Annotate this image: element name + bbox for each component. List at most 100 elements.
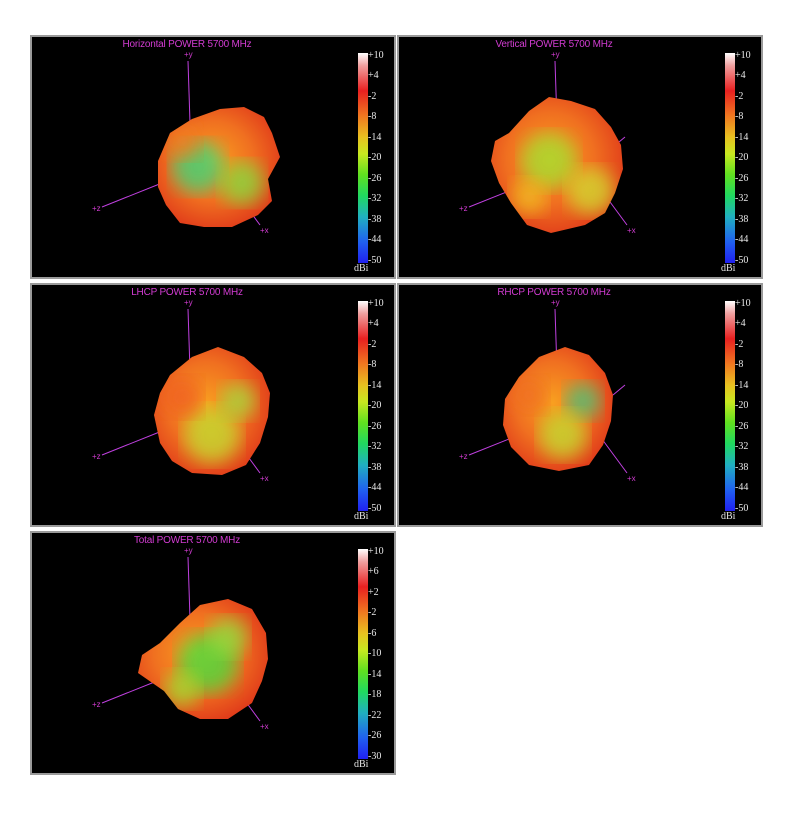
color-scale-bar (358, 53, 368, 263)
x-axis-back-line (612, 384, 626, 396)
color-scale-bar (358, 301, 368, 511)
scale-tick-label: -10 (368, 648, 382, 659)
scale-tick-label: -14 (368, 380, 382, 391)
scale-tick-label: -18 (368, 689, 382, 700)
chart-title: LHCP POWER 5700 MHz (131, 287, 243, 298)
scale-tick-label: -20 (735, 400, 749, 411)
scale-tick-label: +6 (368, 566, 379, 577)
scale-tick-label: -32 (735, 193, 749, 204)
scale-tick-label: +4 (368, 318, 379, 329)
pattern-spot (220, 161, 264, 205)
axis-label-y: +y (184, 50, 193, 59)
scale-tick-label: -44 (735, 234, 749, 245)
chart-title: Total POWER 5700 MHz (133, 535, 241, 546)
scale-unit: dBi (354, 263, 369, 274)
axis-label-x: +x (260, 474, 269, 483)
axis-label-y: +y (184, 298, 193, 307)
pattern-plot: +y +z +x (459, 298, 636, 483)
pattern-panel: +y +z +x Vertical POWER 5700 MHz dBi +10… (397, 35, 763, 279)
axis-label-z: +z (92, 700, 101, 709)
chart-title: Vertical POWER 5700 MHz (495, 39, 613, 50)
pattern-plot: +y +z +x (92, 50, 280, 235)
pattern-spot (208, 617, 248, 657)
scale-tick-label: -8 (735, 111, 744, 122)
scale-tick-label: -26 (368, 421, 382, 432)
scale-tick-label: -8 (368, 111, 377, 122)
scale-tick-label: -50 (735, 503, 749, 514)
scale-tick-label: -26 (735, 421, 749, 432)
scale-tick-label: +4 (735, 318, 746, 329)
scale-tick-label: -2 (368, 607, 377, 618)
scale-tick-label: -22 (368, 710, 382, 721)
scale-tick-label: -44 (735, 482, 749, 493)
scale-tick-label: -38 (368, 462, 382, 473)
scale-unit: dBi (354, 759, 369, 770)
pattern-panel: +y +z +x Horizontal POWER 5700 MHz dBi +… (30, 35, 396, 279)
scale-unit: dBi (354, 511, 369, 522)
scale-tick-label: -44 (368, 482, 382, 493)
scale-tick-label: -8 (368, 359, 377, 370)
scale-tick-label: -26 (735, 173, 749, 184)
scale-tick-label: +2 (368, 587, 379, 598)
scale-tick-label: -26 (368, 730, 382, 741)
pattern-spot (511, 179, 547, 215)
scale-tick-label: +10 (368, 546, 384, 557)
scale-tick-label: -32 (735, 441, 749, 452)
pattern-spot (164, 671, 200, 707)
scale-tick-label: -50 (735, 255, 749, 266)
scale-unit: dBi (721, 263, 736, 274)
pattern-plot: +y +z +x (92, 546, 269, 731)
color-scale-bar (358, 549, 368, 759)
pattern-spot (521, 133, 577, 189)
pattern-spot (539, 411, 587, 459)
color-scale-bar (725, 301, 735, 511)
scale-tick-label: -2 (368, 91, 377, 102)
axis-label-x: +x (627, 226, 636, 235)
scale-tick-label: -50 (368, 255, 382, 266)
scale-tick-label: -14 (368, 669, 382, 680)
pattern-spot (565, 383, 601, 419)
axis-label-x: +x (260, 722, 269, 731)
scale-tick-label: -14 (368, 132, 382, 143)
scale-tick-label: -14 (735, 132, 749, 143)
scale-tick-label: +10 (368, 50, 384, 61)
axis-label-x: +x (260, 226, 269, 235)
chart-title: Horizontal POWER 5700 MHz (122, 39, 252, 50)
chart-title: RHCP POWER 5700 MHz (497, 287, 611, 298)
pattern-spot (162, 377, 202, 417)
z-axis-line (101, 182, 163, 208)
axis-label-y: +y (551, 50, 560, 59)
scale-tick-label: -6 (368, 628, 377, 639)
axis-label-x: +x (627, 474, 636, 483)
z-axis-line (101, 678, 163, 704)
scale-tick-label: -26 (368, 173, 382, 184)
scale-tick-label: +10 (368, 298, 384, 309)
axis-label-z: +z (459, 452, 468, 461)
scale-tick-label: -32 (368, 441, 382, 452)
scale-tick-label: -8 (735, 359, 744, 370)
pattern-panel: +y +z +x Total POWER 5700 MHz dBi +10 +6 +… (30, 531, 396, 775)
scale-tick-label: -30 (368, 751, 382, 762)
scale-tick-label: +4 (368, 70, 379, 81)
axis-label-y: +y (551, 298, 560, 307)
axis-label-z: +z (459, 204, 468, 213)
pattern-plot: +y +z +x (92, 298, 270, 483)
scale-tick-label: -2 (368, 339, 377, 350)
axis-label-z: +z (92, 204, 101, 213)
pattern-spot (164, 123, 200, 159)
scale-tick-label: -20 (368, 400, 382, 411)
scale-unit: dBi (721, 511, 736, 522)
axis-label-z: +z (92, 452, 101, 461)
y-axis-line (187, 60, 191, 124)
z-axis-line (101, 430, 163, 456)
pattern-spot (220, 383, 256, 419)
scale-tick-label: -32 (368, 193, 382, 204)
scale-tick-label: -50 (368, 503, 382, 514)
axis-label-y: +y (184, 546, 193, 555)
pattern-panel: +y +z +x LHCP POWER 5700 MHz dBi +10 +4 -2… (30, 283, 396, 527)
scale-tick-label: -20 (735, 152, 749, 163)
pattern-spot (184, 407, 240, 463)
scale-tick-label: -38 (735, 214, 749, 225)
scale-tick-label: -20 (368, 152, 382, 163)
scale-tick-label: +10 (735, 50, 751, 61)
